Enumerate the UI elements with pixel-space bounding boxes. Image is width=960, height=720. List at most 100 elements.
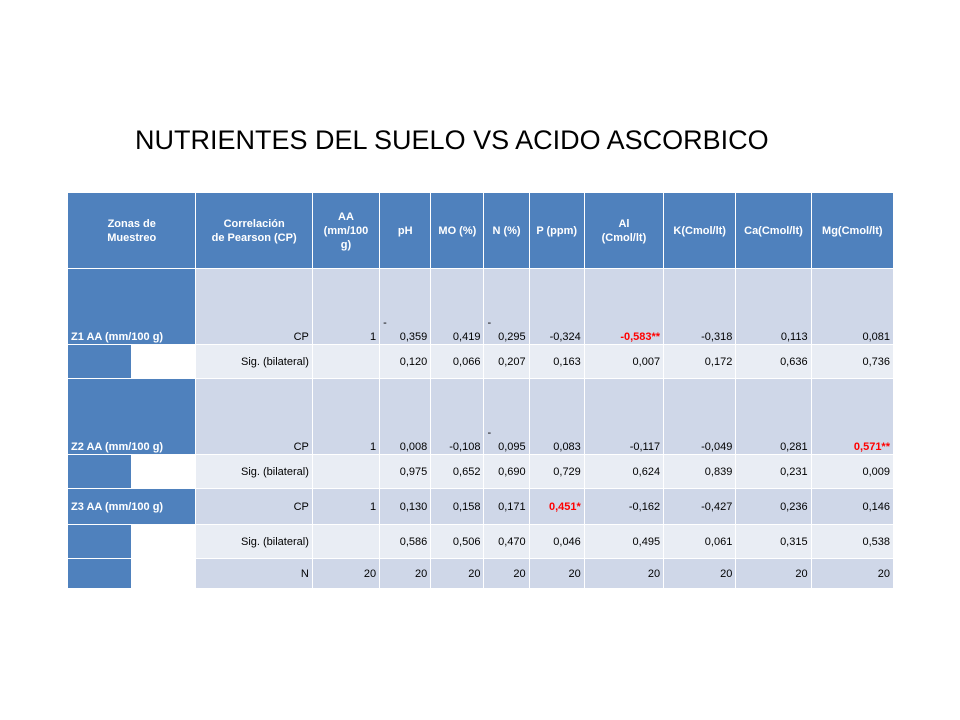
zone-spacer: [66, 524, 133, 559]
header-aa-line3: g): [340, 238, 352, 251]
cell-al: 20: [583, 558, 665, 589]
cell-p: 0,451*: [528, 488, 585, 525]
cell-aa: 1: [311, 378, 381, 455]
cell-ca: 0,231: [735, 454, 812, 489]
cell-mo: 0,066: [430, 344, 485, 379]
cell-ph: 0,130: [379, 488, 432, 525]
page-title: NUTRIENTES DEL SUELO VS ACIDO ASCORBICO: [135, 125, 769, 155]
header-aa: AA (mm/100 g): [311, 192, 381, 269]
cell-label: CP: [195, 378, 313, 455]
cell-ca: 0,236: [735, 488, 812, 525]
cell-p: 0,083: [528, 378, 585, 455]
header-ph: pH: [379, 192, 432, 269]
header-n: N (%): [483, 192, 530, 269]
cell-al: -0,117: [583, 378, 665, 455]
table-row: Z1 AA (mm/100 g) CP 1 - 0,359 0,419 - 0,…: [66, 268, 895, 345]
cell-ca: 0,281: [735, 378, 812, 455]
cell-mg: 0,009: [810, 454, 895, 489]
header-p: P (ppm): [528, 192, 585, 269]
cell-n: - 0,095: [483, 378, 530, 455]
cell-label: CP: [195, 268, 313, 345]
header-correlacion: Correlación de Pearson (CP): [195, 192, 313, 269]
correlation-table: Zonas de Muestreo Correlación de Pearson…: [66, 192, 895, 589]
cell-mo: 0,506: [430, 524, 485, 559]
cell-mg: 0,736: [810, 344, 895, 379]
zone-spacer: [66, 558, 133, 589]
cell-n: - 0,295: [483, 268, 530, 345]
header-al: Al (Cmol/lt): [583, 192, 665, 269]
cell-mo: 0,158: [430, 488, 485, 525]
header-correlacion-line1: Correlación: [223, 217, 285, 230]
cell-k: 0,061: [663, 524, 737, 559]
cell-p: 20: [528, 558, 585, 589]
cell-ph: 20: [379, 558, 432, 589]
cell-k: -0,049: [663, 378, 737, 455]
cell-aa: [311, 524, 381, 559]
cell-ca: 0,315: [735, 524, 812, 559]
header-ca: Ca(Cmol/lt): [735, 192, 812, 269]
cell-k: -0,427: [663, 488, 737, 525]
cell-al: -0,583**: [583, 268, 665, 345]
header-row: Zonas de Muestreo Correlación de Pearson…: [66, 192, 895, 269]
cell-aa: 1: [311, 268, 381, 345]
cell-label: Sig. (bilateral): [195, 454, 313, 489]
header-zonas-line2: Muestreo: [107, 231, 157, 244]
cell-aa: 20: [311, 558, 381, 589]
table-row: N 20 20 20 20 20 20 20 20 20: [66, 558, 895, 589]
cell-label: CP: [195, 488, 313, 525]
cell-ph: 0,586: [379, 524, 432, 559]
cell-k: 0,172: [663, 344, 737, 379]
cell-mg: 0,538: [810, 524, 895, 559]
header-zonas-line1: Zonas de: [107, 217, 156, 230]
negative-sign: -: [487, 427, 492, 439]
cell-mo: 20: [430, 558, 485, 589]
header-al-line2: (Cmol/lt): [601, 231, 647, 244]
header-correlacion-line2: de Pearson (CP): [211, 231, 297, 244]
table-row: Z2 AA (mm/100 g) CP 1 0,008 -0,108 - 0,0…: [66, 378, 895, 455]
header-zonas: Zonas de Muestreo: [66, 192, 197, 269]
cell-label: N: [195, 558, 313, 589]
negative-sign: -: [487, 317, 492, 329]
cell-al: -0,162: [583, 488, 665, 525]
zone-spacer: [66, 344, 133, 379]
cell-ca: 20: [735, 558, 812, 589]
cell-mo: -0,108: [430, 378, 485, 455]
cell-mo: 0,652: [430, 454, 485, 489]
cell-ph: 0,008: [379, 378, 432, 455]
header-aa-line2: (mm/100: [323, 224, 369, 237]
cell-p: 0,163: [528, 344, 585, 379]
empty-cell: [131, 454, 197, 489]
cell-n: 20: [483, 558, 530, 589]
cell-n: 0,470: [483, 524, 530, 559]
cell-label: Sig. (bilateral): [195, 524, 313, 559]
empty-cell: [131, 344, 197, 379]
header-k: K(Cmol/lt): [663, 192, 737, 269]
cell-n: 0,207: [483, 344, 530, 379]
table-row: Sig. (bilateral) 0,975 0,652 0,690 0,729…: [66, 454, 895, 489]
cell-value: 0,295: [498, 331, 526, 343]
cell-mg: 0,146: [810, 488, 895, 525]
cell-aa: [311, 344, 381, 379]
cell-k: -0,318: [663, 268, 737, 345]
cell-mo: 0,419: [430, 268, 485, 345]
cell-mg: 0,081: [810, 268, 895, 345]
zone-label: Z1 AA (mm/100 g): [66, 268, 197, 345]
cell-p: 0,729: [528, 454, 585, 489]
zone-spacer: [66, 454, 133, 489]
cell-k: 0,839: [663, 454, 737, 489]
cell-p: 0,046: [528, 524, 585, 559]
cell-ca: 0,636: [735, 344, 812, 379]
cell-mg: 0,571**: [810, 378, 895, 455]
cell-n: 0,171: [483, 488, 530, 525]
cell-ph: 0,120: [379, 344, 432, 379]
cell-k: 20: [663, 558, 737, 589]
empty-cell: [131, 558, 197, 589]
negative-sign: -: [383, 317, 387, 329]
header-mo: MO (%): [430, 192, 485, 269]
cell-aa: [311, 454, 381, 489]
cell-p: -0,324: [528, 268, 585, 345]
header-mg: Mg(Cmol/lt): [810, 192, 895, 269]
header-aa-line1: AA: [338, 210, 354, 223]
table-row: Sig. (bilateral) 0,120 0,066 0,207 0,163…: [66, 344, 895, 379]
cell-label: Sig. (bilateral): [195, 344, 313, 379]
